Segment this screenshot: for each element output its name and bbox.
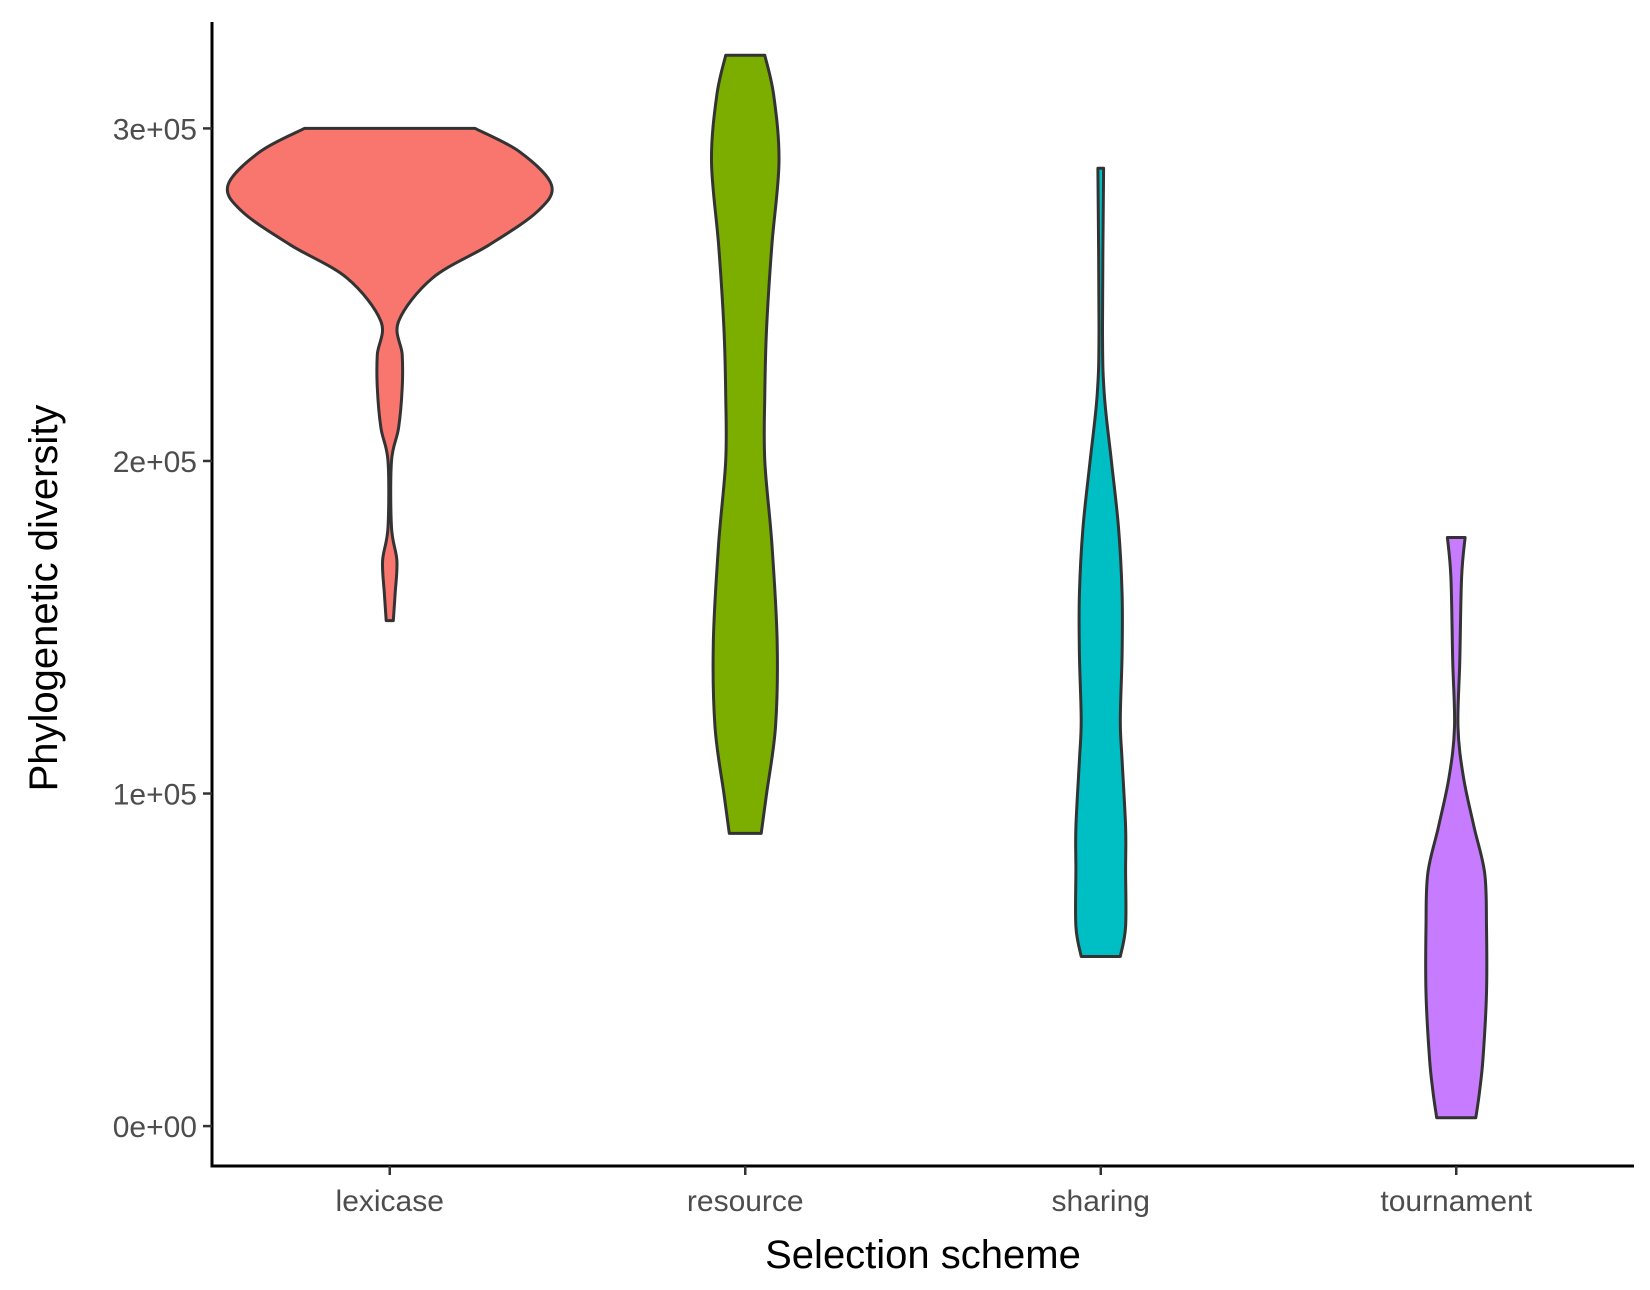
y-axis-title: Phylogenetic diversity	[22, 405, 66, 792]
y-tick-label: 3e+05	[113, 113, 197, 146]
y-tick-label: 0e+00	[113, 1111, 197, 1144]
violin-sharing	[1074, 166, 1128, 958]
violin-resource	[709, 53, 781, 835]
x-tick-label-lexicase: lexicase	[336, 1185, 444, 1218]
x-tick-label-tournament: tournament	[1380, 1185, 1532, 1218]
x-axis-ticks: lexicase resource sharing tournament	[336, 1166, 1533, 1218]
y-tick-label: 1e+05	[113, 779, 197, 812]
x-tick-label-sharing: sharing	[1052, 1185, 1150, 1218]
violin-lexicase	[225, 126, 554, 623]
y-tick-label: 2e+05	[113, 446, 197, 479]
violins-layer	[225, 53, 1489, 1120]
x-axis-title: Selection scheme	[765, 1233, 1081, 1277]
violin-tournament	[1424, 536, 1489, 1120]
x-tick-label-resource: resource	[687, 1185, 804, 1218]
y-axis-ticks: 0e+00 1e+05 2e+05 3e+05	[113, 113, 212, 1144]
